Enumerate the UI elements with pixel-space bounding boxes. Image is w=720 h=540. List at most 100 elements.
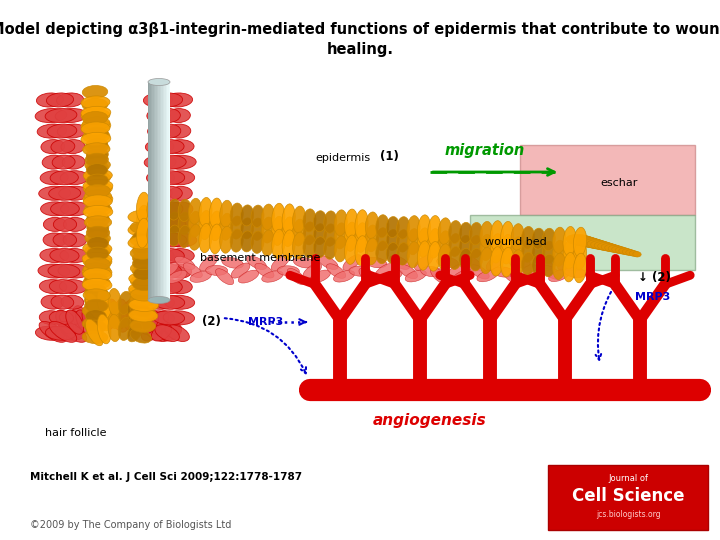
Ellipse shape: [168, 280, 192, 294]
Ellipse shape: [490, 221, 503, 250]
Ellipse shape: [84, 182, 112, 195]
Ellipse shape: [521, 239, 534, 262]
Ellipse shape: [542, 241, 555, 264]
Ellipse shape: [55, 310, 73, 334]
Ellipse shape: [220, 213, 233, 240]
Ellipse shape: [128, 302, 143, 332]
Ellipse shape: [563, 253, 576, 282]
FancyBboxPatch shape: [520, 145, 695, 215]
Ellipse shape: [508, 257, 530, 267]
Ellipse shape: [157, 223, 171, 246]
Ellipse shape: [573, 240, 587, 270]
Ellipse shape: [292, 232, 306, 259]
Ellipse shape: [390, 255, 410, 269]
Ellipse shape: [261, 204, 274, 230]
Ellipse shape: [184, 263, 202, 278]
Ellipse shape: [549, 269, 570, 281]
Polygon shape: [167, 82, 168, 300]
Ellipse shape: [486, 254, 505, 270]
Ellipse shape: [86, 319, 103, 346]
Ellipse shape: [40, 280, 67, 294]
Ellipse shape: [52, 155, 75, 169]
Ellipse shape: [449, 247, 462, 269]
Ellipse shape: [365, 225, 379, 252]
Ellipse shape: [376, 228, 389, 251]
Ellipse shape: [154, 155, 186, 169]
Ellipse shape: [629, 251, 639, 256]
Ellipse shape: [386, 242, 400, 264]
Ellipse shape: [130, 316, 151, 330]
Ellipse shape: [573, 253, 587, 283]
Ellipse shape: [83, 289, 110, 302]
Ellipse shape: [132, 231, 155, 244]
Text: MRP3: MRP3: [248, 317, 283, 327]
Ellipse shape: [144, 269, 162, 285]
Ellipse shape: [553, 240, 566, 266]
Ellipse shape: [86, 293, 103, 320]
Ellipse shape: [133, 254, 154, 267]
Text: ↓ (2): ↓ (2): [638, 271, 671, 284]
Ellipse shape: [386, 217, 400, 238]
Ellipse shape: [169, 186, 192, 200]
Ellipse shape: [626, 249, 636, 256]
Ellipse shape: [292, 206, 306, 233]
Ellipse shape: [349, 266, 371, 276]
Ellipse shape: [40, 248, 69, 262]
Ellipse shape: [303, 222, 316, 245]
Ellipse shape: [146, 171, 175, 185]
Polygon shape: [163, 82, 164, 300]
Ellipse shape: [178, 199, 192, 221]
Ellipse shape: [282, 230, 295, 260]
Ellipse shape: [49, 186, 81, 200]
Ellipse shape: [542, 254, 555, 277]
Ellipse shape: [88, 302, 102, 327]
Ellipse shape: [190, 271, 212, 282]
Ellipse shape: [37, 93, 63, 107]
Ellipse shape: [138, 302, 153, 332]
Ellipse shape: [449, 234, 462, 256]
Ellipse shape: [118, 318, 132, 340]
Ellipse shape: [60, 248, 89, 262]
Ellipse shape: [438, 218, 451, 245]
Ellipse shape: [156, 171, 184, 185]
Ellipse shape: [127, 322, 143, 342]
Ellipse shape: [573, 236, 599, 247]
Ellipse shape: [84, 307, 107, 320]
Ellipse shape: [129, 273, 158, 286]
Ellipse shape: [82, 98, 108, 112]
Ellipse shape: [84, 190, 112, 203]
Ellipse shape: [35, 109, 67, 123]
Ellipse shape: [86, 151, 107, 164]
Ellipse shape: [82, 279, 112, 292]
Ellipse shape: [459, 248, 472, 269]
Ellipse shape: [51, 139, 75, 153]
Ellipse shape: [129, 286, 158, 299]
Ellipse shape: [230, 229, 243, 252]
Ellipse shape: [81, 96, 110, 109]
Ellipse shape: [261, 217, 274, 243]
Ellipse shape: [164, 155, 196, 169]
Ellipse shape: [282, 204, 295, 233]
Ellipse shape: [141, 324, 162, 341]
Ellipse shape: [437, 257, 459, 268]
Ellipse shape: [271, 216, 285, 246]
Ellipse shape: [343, 255, 361, 271]
Ellipse shape: [405, 270, 426, 282]
Ellipse shape: [149, 264, 171, 278]
Ellipse shape: [85, 185, 110, 198]
Ellipse shape: [50, 171, 78, 185]
Polygon shape: [156, 82, 157, 300]
Ellipse shape: [159, 186, 182, 200]
Ellipse shape: [230, 216, 243, 239]
Ellipse shape: [345, 222, 358, 251]
Ellipse shape: [97, 288, 111, 318]
Ellipse shape: [133, 267, 154, 280]
Ellipse shape: [318, 256, 338, 269]
Ellipse shape: [492, 267, 514, 277]
Ellipse shape: [82, 306, 96, 328]
Text: angiogenesis: angiogenesis: [373, 413, 487, 428]
Ellipse shape: [355, 210, 368, 239]
Ellipse shape: [45, 326, 76, 340]
Ellipse shape: [587, 240, 609, 249]
Ellipse shape: [570, 235, 596, 246]
